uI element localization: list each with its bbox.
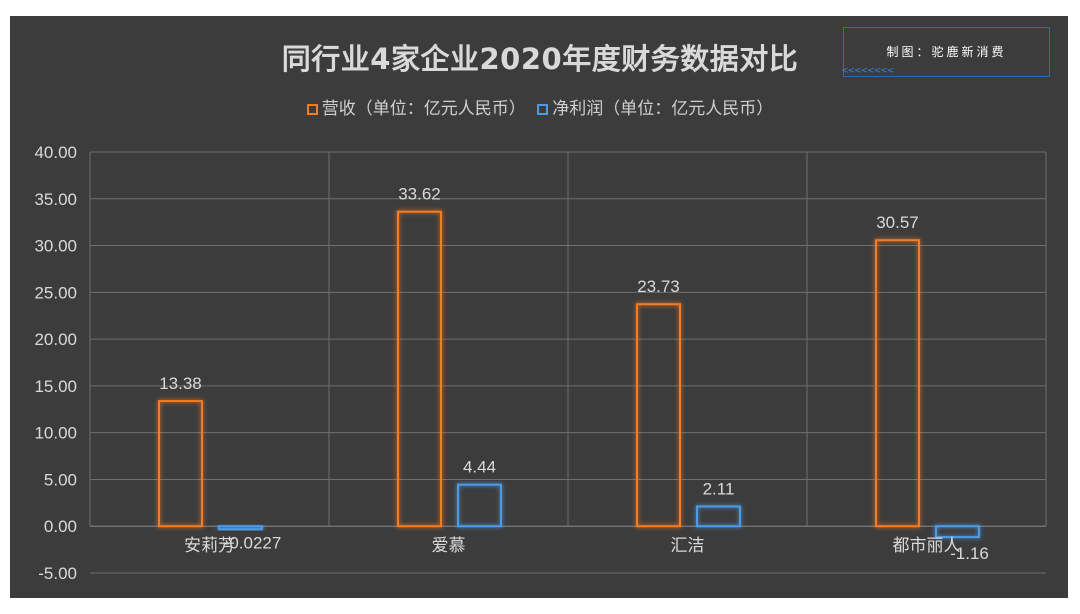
legend-swatch-profit — [537, 104, 549, 115]
legend-item-profit: 净利润（单位：亿元人民币） — [537, 94, 773, 119]
bar-profit — [935, 525, 980, 539]
y-tick-label: 40.00 — [34, 143, 77, 162]
data-label: -1.16 — [950, 544, 989, 563]
data-label: 13.38 — [159, 374, 202, 393]
credit-text: 制图：驼鹿新消费 — [886, 45, 1007, 59]
y-tick-label: 5.00 — [44, 470, 77, 489]
y-tick-label: 25.00 — [34, 283, 77, 302]
data-label: 33.62 — [398, 185, 441, 204]
chart-title: 同行业4家企业2020年度财务数据对比 — [281, 42, 799, 76]
bar-profit — [696, 505, 741, 528]
data-label: 2.11 — [703, 479, 735, 498]
y-tick-label: 35.00 — [34, 190, 77, 209]
data-label: 4.44 — [463, 458, 496, 477]
legend: 营收（单位：亿元人民币） 净利润（单位：亿元人民币） — [0, 94, 1080, 119]
bar-revenue — [636, 303, 681, 528]
x-tick-label: 汇洁 — [671, 536, 705, 556]
legend-label-revenue: 营收（单位：亿元人民币） — [321, 99, 526, 119]
bar-revenue — [158, 400, 203, 528]
data-label: 30.57 — [876, 213, 919, 232]
data-label: -0.0227 — [224, 533, 282, 552]
y-tick-label: -5.00 — [38, 564, 77, 583]
bar-revenue — [875, 239, 920, 528]
credit-decoration: <<<<<<<< — [841, 66, 894, 76]
data-label: 23.73 — [637, 277, 680, 296]
x-tick-label: 爱慕 — [432, 536, 466, 556]
y-tick-label: 30.00 — [34, 237, 77, 256]
x-tick-label: 都市丽人 — [893, 536, 961, 556]
y-tick-label: 10.00 — [34, 424, 77, 443]
credit-box: 制图：驼鹿新消费 <<<<<<<< — [841, 27, 1050, 77]
y-tick-label: 0.00 — [44, 517, 77, 536]
y-tick-label: 20.00 — [34, 330, 77, 349]
y-tick-label: 15.00 — [34, 377, 77, 396]
legend-swatch-revenue — [306, 104, 318, 115]
x-tick-label: 安莉芳 — [184, 536, 235, 556]
bar-profit — [218, 525, 263, 531]
legend-item-revenue: 营收（单位：亿元人民币） — [306, 94, 526, 119]
legend-label-profit: 净利润（单位：亿元人民币） — [552, 99, 774, 119]
bar-profit — [457, 483, 502, 528]
bar-revenue — [397, 210, 442, 528]
